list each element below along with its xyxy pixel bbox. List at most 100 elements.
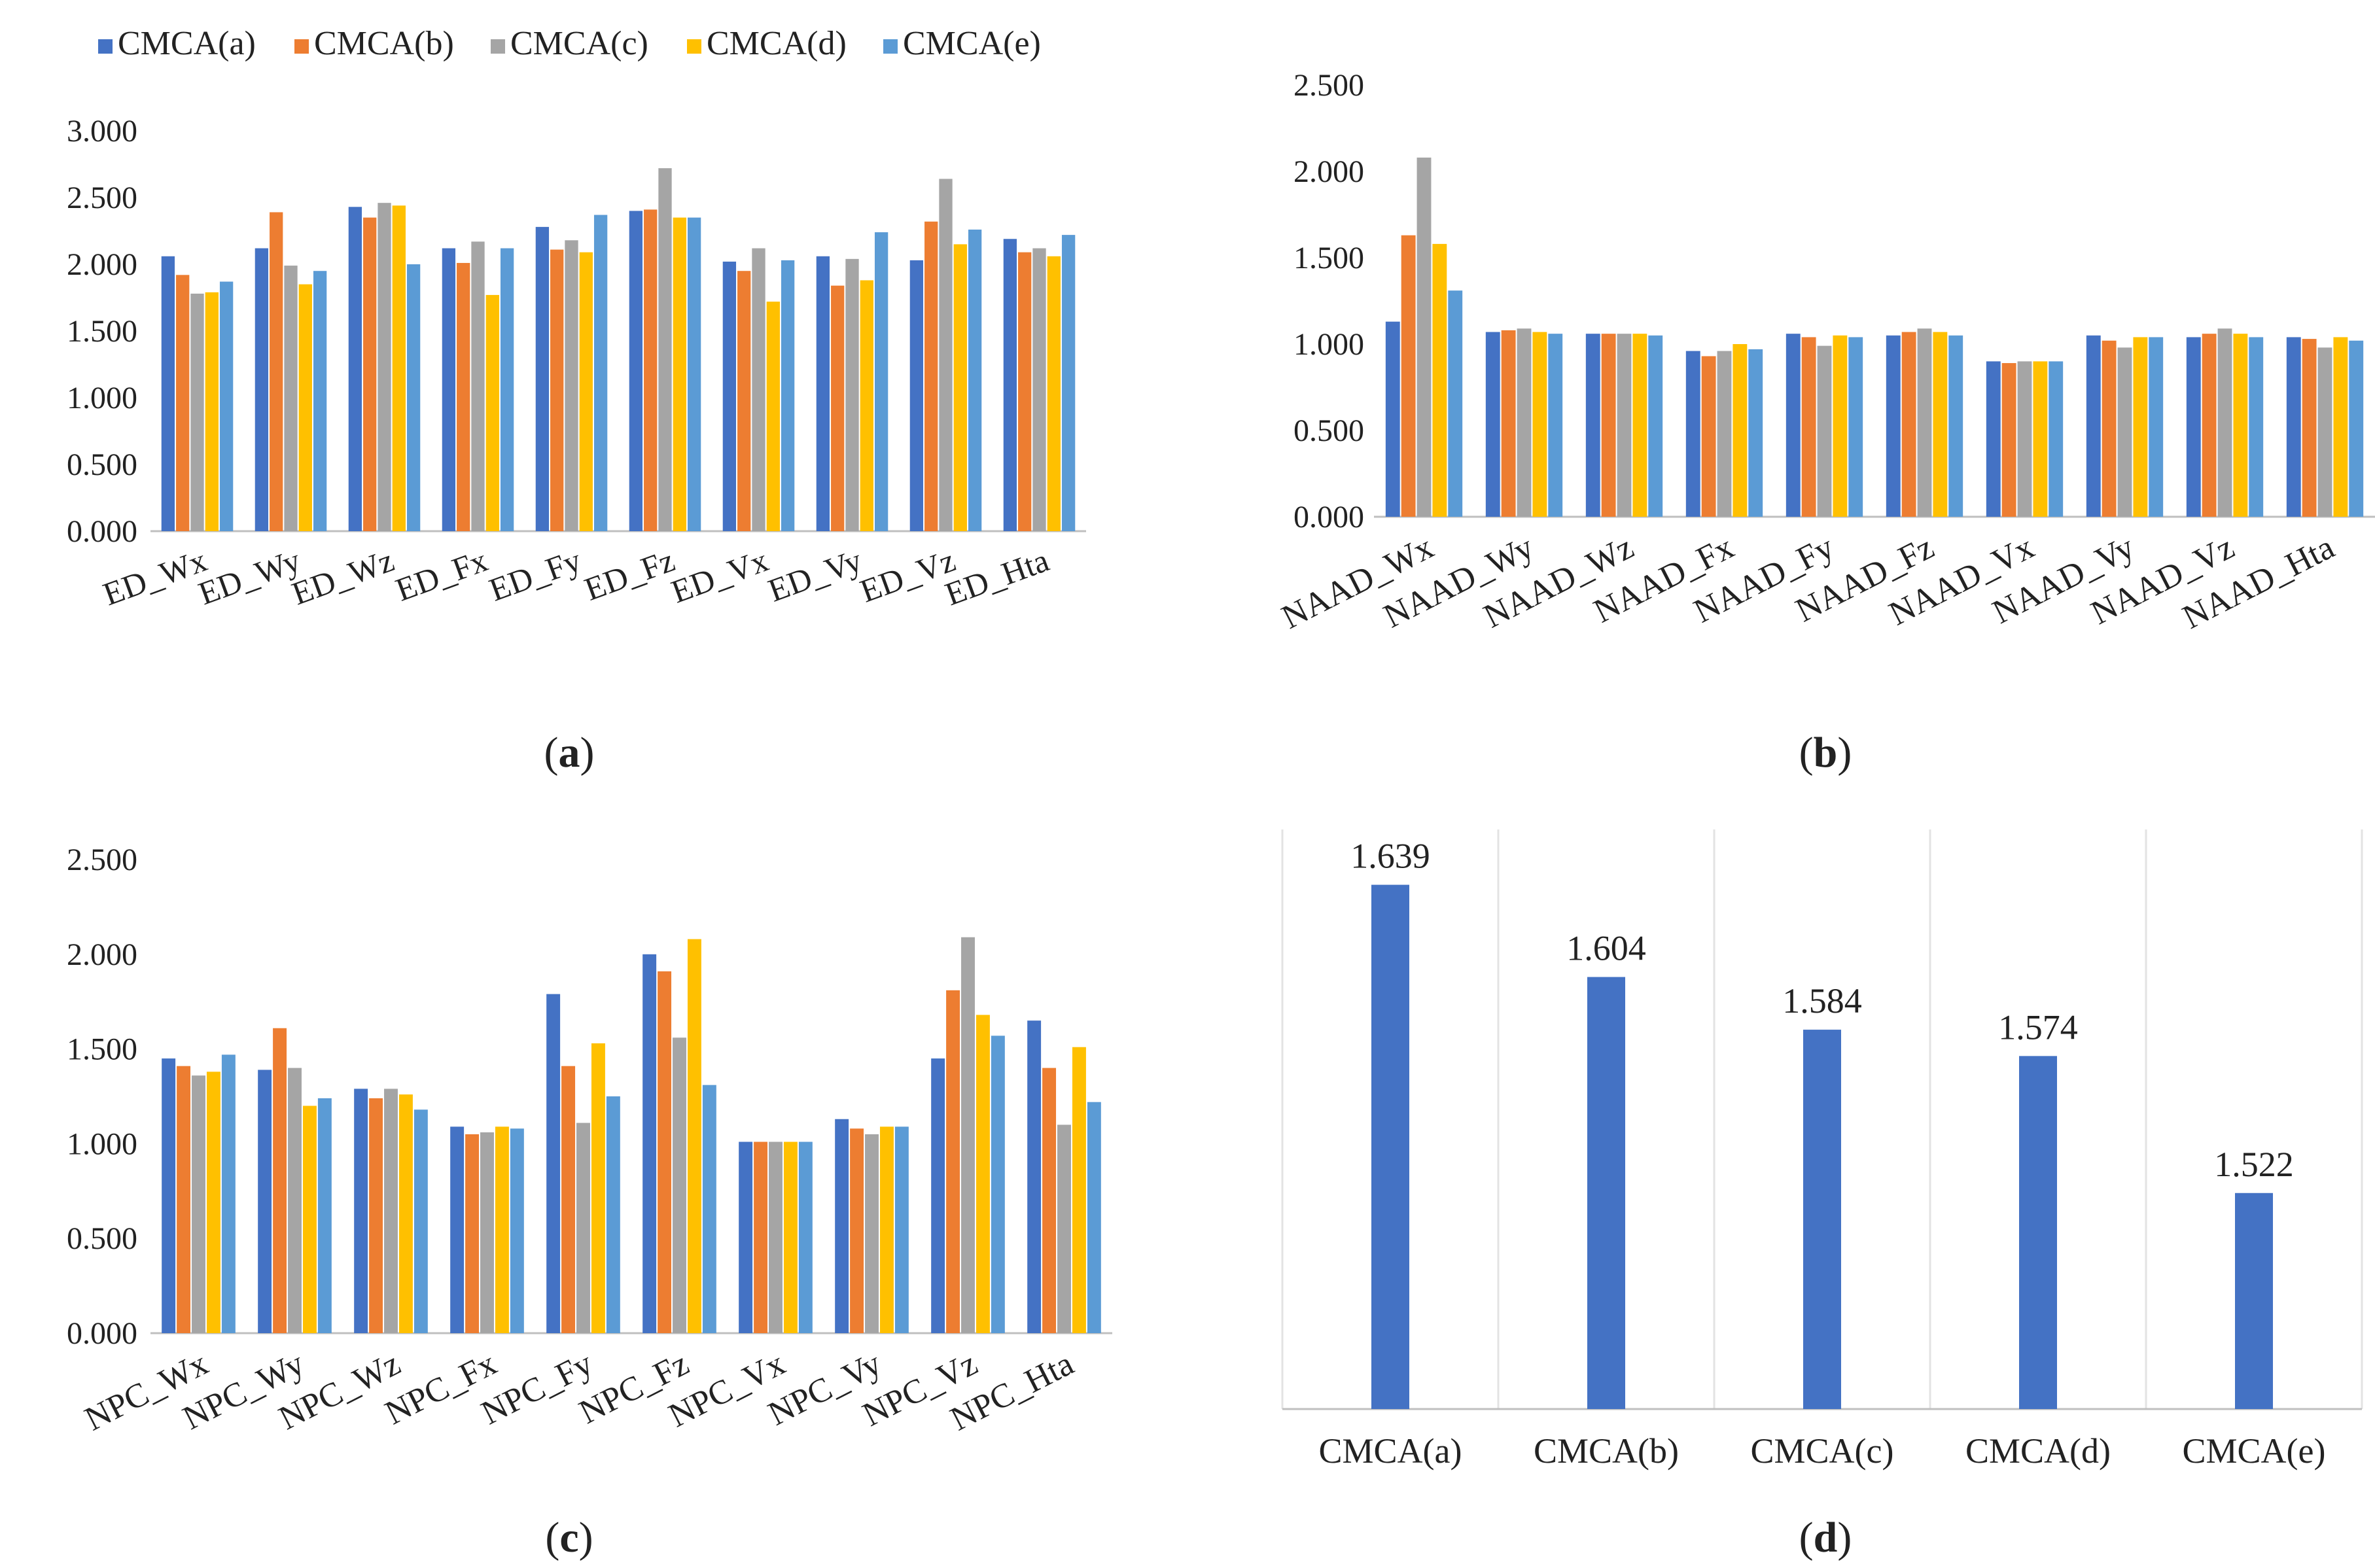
bar-ed-hta-cmca-e [1061, 235, 1076, 531]
x-tick-label-ed-wz: ED_Wz [287, 542, 398, 612]
y-tick-label: 0.500 [67, 1221, 137, 1256]
bar-npc-wx-cmca-d [206, 1071, 220, 1333]
bar-ed-wx-cmca-d [205, 292, 219, 531]
bar-ed-hta-cmca-c [1032, 248, 1046, 531]
x-tick-label-ed-hta: ED_Hta [940, 542, 1053, 613]
legend-label-cmca-e: CMCA(e) [903, 25, 1041, 62]
chart-b: 0.0000.5001.0001.5002.0002.500NAAD_WxNAA… [1276, 68, 2375, 636]
bar-naad-wy-cmca-c [1517, 328, 1532, 517]
chart-b-bars [1385, 157, 2364, 517]
bar-naad-vy-cmca-e [2149, 337, 2164, 517]
bar-npc-vy-cmca-c [865, 1134, 879, 1333]
bar-ed-vx-cmca-a [722, 261, 737, 531]
data-label-cmca-a: 1.639 [1350, 837, 1430, 876]
bar-naad-vz-cmca-c [2217, 328, 2232, 517]
y-tick-label: 1.500 [1293, 241, 1364, 275]
bar-npc-vx-cmca-a [739, 1141, 753, 1333]
x-tick-label-ed-fz: ED_Fz [580, 542, 679, 608]
x-tick-label-cmca-d: CMCA(d) [1965, 1431, 2111, 1471]
data-label-cmca-e: 1.522 [2214, 1145, 2294, 1184]
y-tick-label: 0.000 [67, 514, 137, 549]
bar-npc-wz-cmca-e [413, 1109, 428, 1333]
bar-naad-wy-cmca-a [1485, 332, 1500, 517]
bar-naad-fz-cmca-a [1886, 335, 1901, 517]
bar-npc-fz-cmca-e [702, 1085, 716, 1333]
panel-caption-b: (b) [1799, 729, 1852, 776]
bar-ed-wy-cmca-a [255, 248, 269, 531]
bar-npc-fx-cmca-d [495, 1126, 509, 1333]
bar-naad-wz-cmca-c [1617, 334, 1632, 517]
bar-npc-fx-cmca-c [480, 1132, 494, 1333]
bar-npc-wy-cmca-b [273, 1028, 287, 1333]
bar-naad-fy-cmca-c [1817, 345, 1832, 517]
bar-naad-fx-cmca-a [1685, 351, 1700, 517]
bar-naad-fz-cmca-c [1917, 328, 1932, 517]
bar-naad-vx-cmca-c [2017, 361, 2032, 517]
y-tick-label: 0.000 [67, 1316, 137, 1351]
x-tick-label-ed-vz: ED_Vz [855, 542, 960, 610]
legend-swatch-cmca-e [883, 39, 898, 54]
bar-ed-vy-cmca-b [831, 285, 845, 531]
bar-naad-fy-cmca-d [1833, 335, 1848, 517]
data-label-cmca-d: 1.574 [1998, 1007, 2078, 1047]
y-tick-label: 0.500 [67, 447, 137, 482]
bar-ed-fy-cmca-d [579, 252, 593, 531]
bar-npc-wz-cmca-c [384, 1089, 398, 1333]
bar-npc-fz-cmca-b [658, 971, 672, 1333]
y-tick-label: 1.500 [67, 1032, 137, 1067]
bar-naad-hta-cmca-b [2302, 339, 2317, 517]
bar-ed-vy-cmca-a [816, 256, 830, 531]
y-tick-label: 2.500 [67, 181, 137, 215]
bar-naad-wy-cmca-e [1548, 334, 1563, 517]
bar-naad-hta-cmca-d [2333, 337, 2348, 517]
bar-ed-fz-cmca-a [629, 211, 643, 531]
bar-ed-wz-cmca-b [363, 217, 377, 531]
bar-ed-vx-cmca-e [781, 260, 795, 531]
legend-swatch-cmca-d [687, 39, 701, 54]
bar-ed-fy-cmca-b [550, 249, 564, 531]
bar-ed-wx-cmca-a [161, 256, 175, 531]
bar-npc-wx-cmca-c [192, 1075, 205, 1333]
bar-naad-wz-cmca-d [1632, 334, 1647, 517]
data-label-cmca-c: 1.584 [1782, 981, 1862, 1020]
bar-npc-wy-cmca-a [258, 1070, 272, 1333]
bar-naad-wx-cmca-e [1448, 290, 1463, 517]
bar-cmca-a [1371, 884, 1409, 1409]
bar-npc-hta-cmca-e [1087, 1102, 1101, 1333]
y-tick-label: 1.500 [67, 314, 137, 349]
bar-naad-fy-cmca-e [1848, 337, 1863, 517]
bar-ed-fx-cmca-a [442, 248, 456, 531]
bar-ed-fy-cmca-e [593, 215, 608, 531]
bar-cmca-b [1587, 977, 1625, 1409]
bar-ed-wy-cmca-d [298, 284, 312, 531]
x-tick-label-npc-fx: NPC_Fx [379, 1345, 502, 1432]
bar-naad-vz-cmca-d [2233, 334, 2248, 517]
x-tick-label-cmca-e: CMCA(e) [2183, 1431, 2326, 1471]
x-tick-label-ed-vx: ED_Vx [667, 542, 773, 610]
legend-swatch-cmca-b [294, 39, 309, 54]
chart-c-bars [162, 937, 1101, 1333]
bar-npc-fx-cmca-a [450, 1126, 465, 1333]
y-tick-label: 1.000 [1293, 327, 1364, 362]
bar-ed-vy-cmca-d [860, 280, 873, 531]
bar-naad-vy-cmca-b [2102, 340, 2117, 517]
x-tick-label-cmca-a: CMCA(a) [1319, 1431, 1462, 1471]
panel-letter-b: b [1814, 729, 1838, 776]
bar-ed-fy-cmca-c [565, 240, 578, 531]
legend-label-cmca-c: CMCA(c) [510, 25, 648, 62]
y-tick-label: 0.000 [1293, 500, 1364, 534]
bar-ed-wx-cmca-e [219, 281, 234, 531]
bar-naad-wz-cmca-e [1648, 335, 1663, 517]
bar-npc-vz-cmca-d [976, 1015, 990, 1333]
panel-caption-c: (c) [545, 1514, 593, 1561]
bar-npc-vz-cmca-c [961, 937, 975, 1333]
x-tick-label-ed-vy: ED_Vy [764, 542, 866, 609]
bar-npc-vy-cmca-d [879, 1126, 894, 1333]
y-tick-label: 1.000 [67, 381, 137, 415]
bar-ed-fx-cmca-c [471, 241, 485, 531]
bar-npc-wy-cmca-e [317, 1098, 332, 1333]
bar-npc-hta-cmca-c [1057, 1124, 1071, 1333]
bar-ed-wz-cmca-d [392, 205, 406, 531]
bar-ed-wy-cmca-b [270, 212, 283, 531]
bar-ed-fz-cmca-c [658, 168, 672, 531]
